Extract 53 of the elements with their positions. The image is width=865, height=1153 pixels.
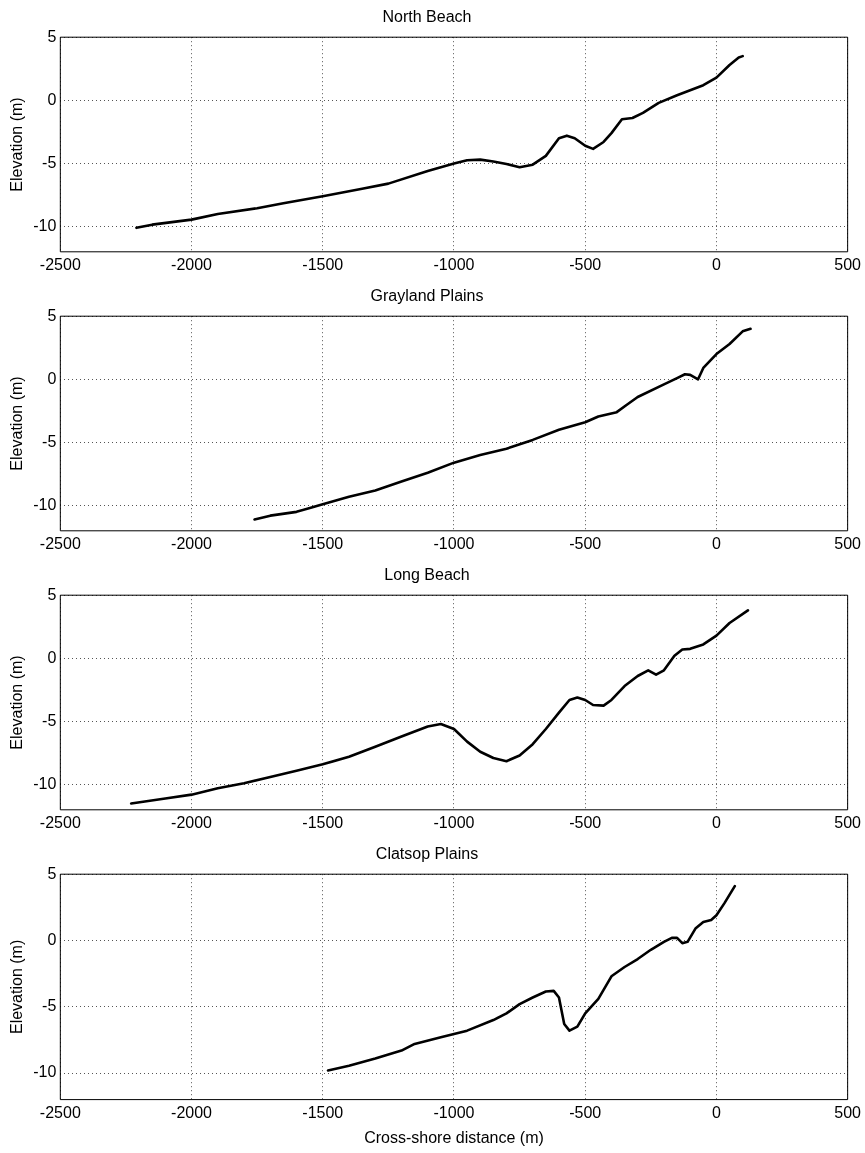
y-tick-label: -5 <box>42 997 57 1015</box>
y-tick-label: 5 <box>47 585 57 603</box>
x-tick-label: 500 <box>834 534 862 552</box>
x-tick-label: -2500 <box>39 255 81 273</box>
y-tick-label: 0 <box>47 90 57 108</box>
x-tick-label: -1500 <box>302 1103 344 1121</box>
y-tick-label: 5 <box>47 306 57 324</box>
x-tick-label: -1500 <box>302 813 344 831</box>
x-tick-label: -500 <box>569 1103 602 1121</box>
chart-title: North Beach <box>382 8 472 26</box>
x-tick-label: -500 <box>569 534 602 552</box>
x-tick-label: -500 <box>569 255 602 273</box>
x-tick-label: 500 <box>834 255 862 273</box>
y-axis-title: Elevation (m) <box>8 939 26 1035</box>
x-tick-label: -2000 <box>171 1103 213 1121</box>
chart-title: Grayland Plains <box>370 287 484 305</box>
chart-title: Clatsop Plains <box>375 845 479 863</box>
x-tick-label: -1000 <box>433 534 475 552</box>
y-tick-label: -5 <box>42 153 57 171</box>
y-axis-title: Elevation (m) <box>8 376 26 471</box>
x-tick-label: -500 <box>569 813 602 831</box>
x-tick-label: -2000 <box>171 534 213 552</box>
x-tick-label: 0 <box>711 255 721 273</box>
x-tick-label: 0 <box>711 813 721 831</box>
x-tick-label: -1000 <box>433 813 475 831</box>
x-tick-label: 500 <box>834 813 862 831</box>
x-tick-label: -2000 <box>171 813 213 831</box>
y-tick-label: -5 <box>42 711 57 729</box>
x-tick-label: 0 <box>711 534 721 552</box>
y-axis-title: Elevation (m) <box>8 655 26 750</box>
x-tick-label: -1500 <box>302 255 344 273</box>
y-axis-title: Elevation (m) <box>8 97 26 192</box>
y-tick-label: -5 <box>42 432 57 450</box>
x-tick-label: -1500 <box>302 534 344 552</box>
y-tick-label: 5 <box>47 864 57 882</box>
y-tick-label: 0 <box>47 648 57 666</box>
y-tick-label: -10 <box>33 774 57 792</box>
x-tick-label: -2500 <box>39 534 81 552</box>
y-tick-label: -10 <box>33 495 57 513</box>
x-tick-label: -2000 <box>171 255 213 273</box>
chart-title: Long Beach <box>384 566 470 584</box>
x-axis-title: Cross-shore distance (m) <box>364 1128 544 1146</box>
y-tick-label: 0 <box>47 369 57 387</box>
y-tick-label: 0 <box>47 930 57 948</box>
y-tick-label: 5 <box>47 27 57 45</box>
y-tick-label: -10 <box>33 216 57 234</box>
x-tick-label: 500 <box>834 1103 862 1121</box>
x-tick-label: -2500 <box>39 813 81 831</box>
x-tick-label: -1000 <box>433 255 475 273</box>
x-tick-label: 0 <box>711 1103 721 1121</box>
y-tick-label: -10 <box>33 1063 57 1081</box>
x-tick-label: -2500 <box>39 1103 81 1121</box>
x-tick-label: -1000 <box>433 1103 475 1121</box>
